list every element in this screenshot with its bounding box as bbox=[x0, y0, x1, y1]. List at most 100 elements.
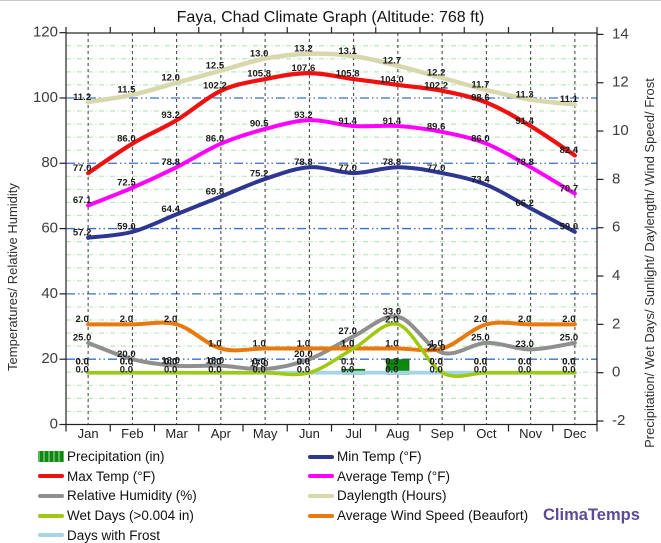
legend-item-average-wind-speed: Average Wind Speed (Beaufort) bbox=[308, 506, 528, 526]
legend-swatch-precipitation bbox=[38, 451, 64, 463]
data-label-daylength: 12.2 bbox=[427, 68, 446, 79]
data-label-days-with-frost: 0.0 bbox=[297, 364, 310, 375]
data-label-max-temp: 86.0 bbox=[117, 133, 136, 144]
series-daylength bbox=[85, 51, 578, 107]
data-label-max-temp: 82.4 bbox=[560, 145, 579, 156]
right-axis-tick-label: 4 bbox=[612, 267, 620, 284]
axis-tick-labels: 0 20 40 60 80 100 120 -2 0 2 4 6 8 10 12 14 Jan Feb Mar Apr… bbox=[33, 24, 629, 441]
data-label-days-with-frost: 0.0 bbox=[76, 364, 89, 375]
month-label: Dec bbox=[563, 426, 587, 441]
month-label: Jun bbox=[299, 426, 320, 441]
legend-item-min-temp: Min Temp (°F) bbox=[308, 447, 528, 467]
data-label-daylength: 13.0 bbox=[250, 48, 269, 59]
right-axis-tick-label: 0 bbox=[612, 364, 620, 381]
legend-item-wet-days: Wet Days (>0.004 in) bbox=[38, 506, 197, 526]
data-label-daylength: 13.2 bbox=[294, 43, 313, 54]
data-label-average-temp: 70.7 bbox=[560, 183, 579, 194]
month-label: Jul bbox=[345, 426, 362, 441]
data-label-relative-humidity: 17.0 bbox=[250, 359, 269, 370]
data-label-average-temp: 93.2 bbox=[294, 110, 313, 121]
data-label-min-temp: 77.0 bbox=[427, 163, 446, 174]
right-axis-tick-label: 8 bbox=[612, 170, 620, 187]
data-label-wet-days: 0.0 bbox=[474, 357, 487, 368]
legend-swatch-average-temp bbox=[308, 474, 334, 479]
data-labels: 11.2 11.5 12.0 12.5 13.0 13.2 13.1 12.7 12.2 11.7… bbox=[73, 43, 579, 375]
data-label-average-temp: 89.6 bbox=[427, 122, 446, 133]
month-label: Mar bbox=[165, 426, 188, 441]
data-label-relative-humidity: 18.0 bbox=[161, 355, 180, 366]
data-label-relative-humidity: 25.0 bbox=[560, 333, 579, 344]
data-label-max-temp: 105.8 bbox=[336, 69, 360, 80]
data-label-relative-humidity: 27.0 bbox=[338, 326, 357, 337]
legend-swatch-relative-humidity bbox=[38, 493, 64, 498]
data-label-min-temp: 57.2 bbox=[73, 227, 92, 238]
data-label-precipitation: 0.0 bbox=[562, 357, 575, 368]
legend-item-max-temp: Max Temp (°F) bbox=[38, 467, 197, 487]
data-label-days-with-frost: 0.0 bbox=[120, 364, 133, 375]
legend-label-average-temp: Average Temp (°F) bbox=[337, 468, 450, 484]
left-axis-tick-label: 0 bbox=[50, 415, 58, 432]
legend-swatch-max-temp bbox=[38, 474, 64, 479]
left-axis-title: Temperatures/ Relative Humidity bbox=[5, 183, 20, 371]
data-label-daylength: 11.1 bbox=[560, 94, 579, 105]
legend-label-daylength: Daylength (Hours) bbox=[337, 488, 447, 504]
month-label: May bbox=[253, 426, 278, 441]
data-label-max-temp: 91.4 bbox=[515, 116, 534, 127]
series-line-average-wind-speed bbox=[86, 320, 577, 353]
right-axis-tick-label: -2 bbox=[612, 412, 625, 429]
series-wet-days bbox=[86, 322, 577, 378]
data-label-precipitation: 0.0 bbox=[208, 357, 221, 368]
data-label-max-temp: 77.0 bbox=[73, 163, 92, 174]
series-average-wind-speed bbox=[86, 320, 577, 353]
data-label-wet-days: 0.0 bbox=[164, 357, 177, 368]
data-label-min-temp: 59.0 bbox=[117, 222, 136, 233]
data-label-wet-days: 0.0 bbox=[518, 357, 531, 368]
data-label-min-temp: 78.8 bbox=[383, 157, 402, 168]
data-label-days-with-frost: 0.0 bbox=[341, 364, 354, 375]
data-label-max-temp: 102.2 bbox=[424, 81, 448, 92]
chart-gridlines bbox=[66, 33, 597, 425]
legend-column-left: Precipitation (in) Max Temp (°F) Relative … bbox=[38, 447, 197, 543]
right-axis-tick-label: 14 bbox=[612, 25, 629, 42]
data-label-days-with-frost: 0.0 bbox=[385, 364, 398, 375]
data-label-average-temp: 67.1 bbox=[73, 195, 92, 206]
data-label-days-with-frost: 0.0 bbox=[518, 364, 531, 375]
right-axis-tick-label: 2 bbox=[612, 315, 620, 332]
data-label-average-temp: 86.0 bbox=[471, 133, 490, 144]
data-label-precipitation: 0.0 bbox=[518, 357, 531, 368]
legend-item-relative-humidity: Relative Humidity (%) bbox=[38, 486, 197, 506]
data-label-average-wind-speed: 1.0 bbox=[385, 338, 398, 349]
data-label-daylength: 11.7 bbox=[471, 80, 489, 91]
data-label-relative-humidity: 20.0 bbox=[117, 349, 136, 360]
month-label: Sep bbox=[431, 426, 454, 441]
data-label-average-wind-speed: 2.0 bbox=[518, 314, 531, 325]
series-line-wet-days bbox=[86, 322, 577, 378]
data-label-max-temp: 105.8 bbox=[247, 69, 271, 80]
legend-item-precipitation: Precipitation (in) bbox=[38, 447, 197, 467]
data-label-min-temp: 75.2 bbox=[250, 169, 269, 180]
series-average-temp bbox=[86, 118, 577, 208]
series-min-temp bbox=[86, 165, 577, 240]
right-axis-title: Precipitation/ Wet Days/ Sunlight/ Dayle… bbox=[642, 78, 657, 448]
legend-label-wet-days: Wet Days (>0.004 in) bbox=[67, 508, 194, 524]
month-label: Oct bbox=[476, 426, 497, 441]
data-label-average-wind-speed: 2.0 bbox=[76, 314, 89, 325]
data-label-daylength: 12.5 bbox=[206, 60, 225, 71]
legend-item-average-temp: Average Temp (°F) bbox=[308, 467, 528, 487]
data-label-daylength: 12.0 bbox=[161, 72, 180, 83]
series-line-average-temp bbox=[86, 118, 577, 208]
data-label-average-temp: 72.5 bbox=[117, 177, 136, 188]
data-label-daylength: 11.3 bbox=[516, 89, 534, 100]
data-label-average-wind-speed: 1.0 bbox=[297, 338, 310, 349]
data-label-min-temp: 64.4 bbox=[161, 204, 180, 215]
left-axis-tick-label: 100 bbox=[33, 89, 58, 106]
legend-label-days-with-frost: Days with Frost bbox=[67, 527, 161, 543]
data-label-wet-days: 0.0 bbox=[430, 357, 443, 368]
month-label: Apr bbox=[211, 426, 232, 441]
axis-frame bbox=[59, 27, 604, 432]
data-label-daylength: 12.7 bbox=[383, 56, 402, 67]
data-label-precipitation: 0.0 bbox=[120, 357, 133, 368]
data-label-wet-days: 1.0 bbox=[341, 339, 354, 350]
right-axis-tick-label: 10 bbox=[612, 122, 629, 139]
series-line-max-temp bbox=[86, 71, 577, 176]
